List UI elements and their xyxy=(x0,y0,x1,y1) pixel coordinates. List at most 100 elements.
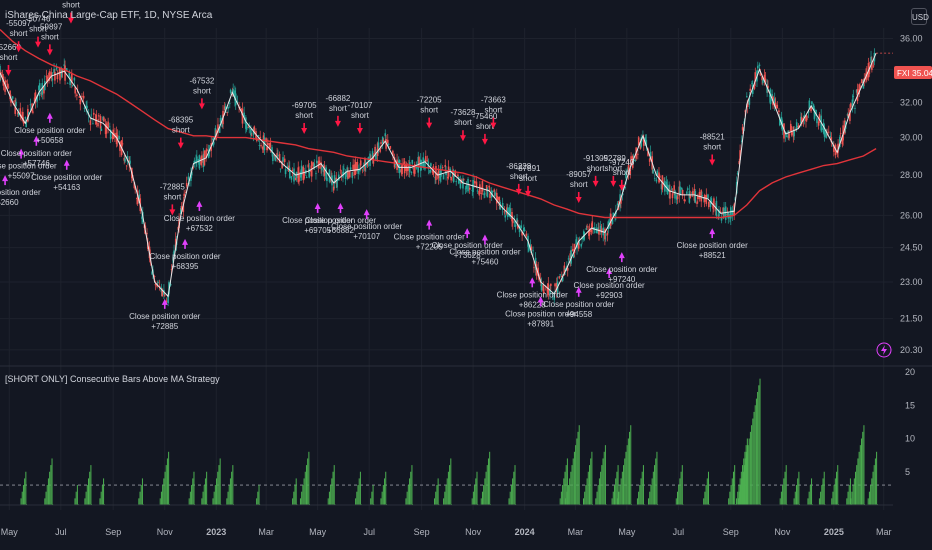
candle-body xyxy=(525,233,528,236)
histogram-bar xyxy=(598,478,600,505)
close-arrow-stem xyxy=(539,301,542,307)
candle-body xyxy=(534,257,537,270)
candle-body xyxy=(577,241,580,249)
candle-body xyxy=(221,117,223,127)
histogram-bar xyxy=(641,471,643,505)
candle-body xyxy=(803,115,806,119)
candle-body xyxy=(337,174,340,181)
candle-body xyxy=(484,193,486,195)
candle-body xyxy=(581,237,583,240)
close-signal-label: Close position order xyxy=(282,216,353,225)
candle-body xyxy=(116,134,119,142)
histogram-bar xyxy=(868,491,870,505)
candle-body xyxy=(659,175,661,178)
histogram-bar xyxy=(757,391,759,505)
histogram-bar xyxy=(46,485,48,505)
candle-body xyxy=(736,173,739,175)
short-arrow xyxy=(515,188,522,195)
histogram-bar xyxy=(576,438,578,505)
candle-body xyxy=(305,176,308,178)
close-signal-sublabel: +88521 xyxy=(699,251,726,260)
histogram-bar xyxy=(737,498,739,505)
close-signal-label: Close position order xyxy=(129,312,200,321)
candle-body xyxy=(604,228,606,240)
histogram-bar xyxy=(636,498,638,505)
candle-body xyxy=(805,117,807,122)
close-signal-label: Close position order xyxy=(497,290,568,299)
candle-body xyxy=(465,185,468,189)
currency-button[interactable]: USD xyxy=(911,8,929,25)
histogram-bar xyxy=(780,491,782,505)
indicator-pane[interactable] xyxy=(0,378,893,506)
close-signal-label: Close position order xyxy=(449,248,520,257)
candle-body xyxy=(729,207,732,219)
histogram-bar xyxy=(160,491,162,505)
close-signal-label: Close position order xyxy=(543,300,614,309)
candle-body xyxy=(555,282,558,292)
candle-body xyxy=(554,283,556,287)
candle-body xyxy=(418,157,420,166)
candle-body xyxy=(125,165,128,167)
histogram-bar xyxy=(481,491,483,505)
short-signal-sublabel: short xyxy=(570,180,589,189)
histogram-bar xyxy=(434,498,436,505)
short-signal-sublabel: short xyxy=(604,164,623,173)
histogram-bar xyxy=(639,485,641,505)
time-axis[interactable]: May Jul Sep Nov 2023 Mar May Jul Sep Nov 2024 Mar Ma… xyxy=(1,527,892,537)
close-arrow xyxy=(481,234,488,241)
candle-body xyxy=(352,164,354,170)
histogram-bar xyxy=(487,458,489,505)
histogram-bar xyxy=(445,485,447,505)
histogram-bar xyxy=(873,465,875,505)
candle-body xyxy=(336,179,338,188)
candle-body xyxy=(27,112,30,115)
candle-body xyxy=(570,249,572,264)
histogram-bar xyxy=(86,485,88,505)
candle-body xyxy=(43,85,45,94)
histogram-bar xyxy=(837,465,839,505)
histogram-bar xyxy=(597,485,599,505)
histogram-bar xyxy=(99,498,101,505)
candle-body xyxy=(212,138,214,141)
candle-body xyxy=(40,92,43,94)
candle-body xyxy=(707,194,709,199)
candle-body xyxy=(205,150,207,159)
candle-body xyxy=(778,118,781,126)
candle-body xyxy=(11,96,14,99)
candle-body xyxy=(806,115,808,121)
candle-body xyxy=(79,99,82,105)
candle-body xyxy=(118,136,120,139)
close-signal-sublabel: +50658 xyxy=(36,136,63,145)
candle-body xyxy=(382,140,385,142)
last-price-badge xyxy=(894,66,932,79)
lightning-icon[interactable] xyxy=(876,342,892,358)
histogram-bar xyxy=(808,491,810,505)
sub-y-tick-label: 15 xyxy=(905,400,915,410)
short-arrow-stem xyxy=(621,179,623,186)
candle-body xyxy=(669,189,671,199)
close-signal-sublabel: +92903 xyxy=(596,291,623,300)
candle-body xyxy=(51,78,54,81)
histogram-bar xyxy=(600,471,602,505)
price-pane[interactable] xyxy=(0,28,893,307)
histogram-bar xyxy=(75,491,77,505)
candle-body xyxy=(241,108,244,124)
histogram-bar xyxy=(833,485,835,505)
histogram-bar xyxy=(563,478,565,505)
candle-body xyxy=(588,231,590,236)
histogram-bar xyxy=(751,425,753,505)
histogram-bar xyxy=(443,498,445,505)
candle-body xyxy=(310,170,312,172)
histogram-bar xyxy=(679,478,681,505)
x-tick-label: 2024 xyxy=(515,527,535,537)
candle-body xyxy=(167,294,169,304)
candle-body xyxy=(158,285,161,287)
candle-body xyxy=(734,198,736,200)
close-signal-label: Close position order xyxy=(0,162,57,171)
histogram-bar xyxy=(729,491,731,505)
candle-body xyxy=(100,128,103,131)
candle-body xyxy=(774,102,777,109)
candle-body xyxy=(823,128,826,137)
candle-body xyxy=(71,84,74,86)
